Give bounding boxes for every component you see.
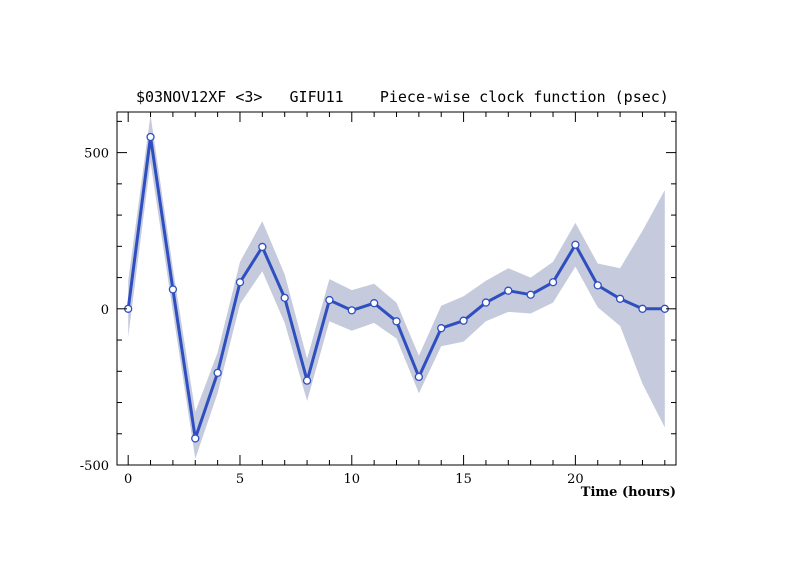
y-tick-label: 0 [101,303,109,318]
y-tick-label: 500 [84,147,109,162]
data-point [615,294,625,303]
x-axis-label: Time (hours) [581,485,676,500]
data-point [548,278,558,287]
x-tick-label: 15 [455,472,472,487]
chart-title: $03NOV12XF <3> GIFU11 Piece-wise clock f… [136,88,669,106]
axis-ticks [117,112,676,466]
data-point [168,285,178,294]
data-point [571,240,580,249]
data-point [414,372,424,382]
x-tick-label: 10 [344,472,361,487]
data-point [258,242,267,252]
x-tick-label: 0 [124,472,132,487]
data-point [213,368,222,377]
y-tick-label: -500 [80,459,109,474]
data-point [481,298,491,307]
data-point [191,434,200,443]
data-point [347,306,356,315]
data-point [146,132,155,142]
data-point [526,290,535,299]
x-tick-label: 20 [567,472,584,487]
data-point [504,286,513,295]
data-point [235,278,245,287]
data-point [593,281,602,290]
error-band-layer [128,115,665,459]
data-point [280,293,289,303]
data-point [638,304,647,313]
axis-tick-labels: 0 5 10 15 20 -500 0 500 [80,147,584,487]
data-point [437,324,446,333]
error-band [128,115,665,459]
data-point [459,316,468,325]
data-point [369,299,379,308]
data-point [302,376,312,385]
data-point [325,295,334,305]
x-tick-label: 5 [236,472,244,487]
data-point [392,317,401,326]
data-point-layer [124,132,669,443]
